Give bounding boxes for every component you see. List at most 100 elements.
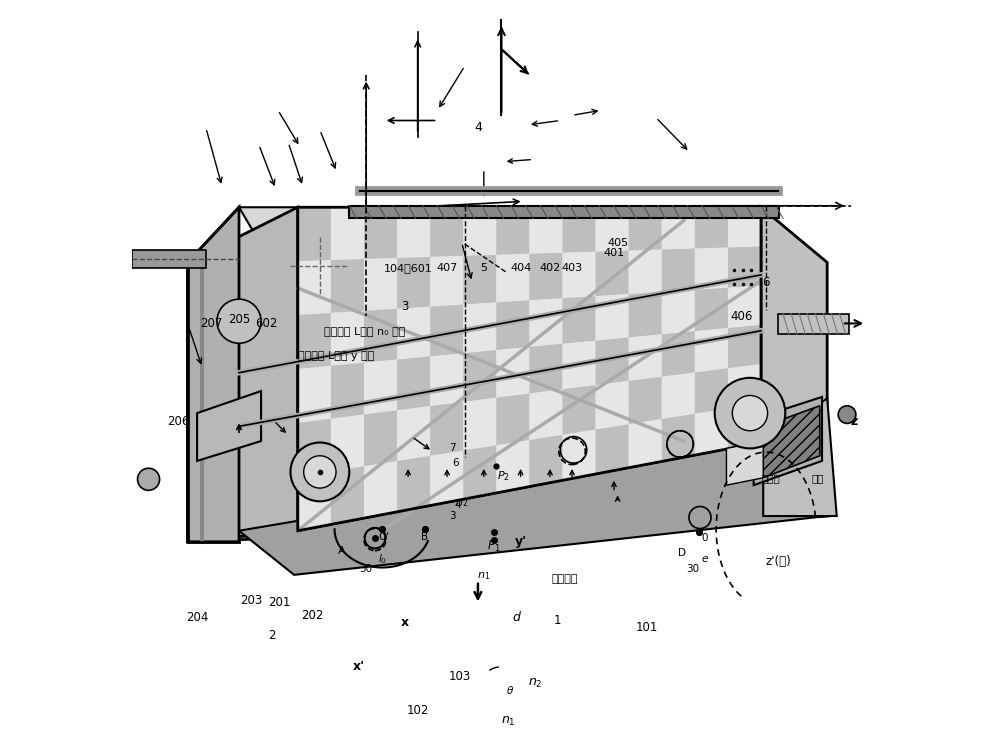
- Text: θ: θ: [507, 686, 513, 696]
- Circle shape: [290, 443, 349, 501]
- Polygon shape: [529, 390, 562, 440]
- Text: 206: 206: [168, 415, 190, 429]
- Text: 接地环: 接地环: [761, 473, 780, 483]
- Polygon shape: [298, 207, 331, 261]
- Text: 402: 402: [539, 263, 561, 272]
- Polygon shape: [728, 325, 761, 368]
- Polygon shape: [754, 397, 822, 485]
- Text: 101: 101: [636, 621, 658, 634]
- Polygon shape: [596, 424, 629, 474]
- Polygon shape: [496, 207, 529, 255]
- Text: 203: 203: [240, 594, 263, 607]
- Text: 0: 0: [701, 533, 708, 543]
- Text: 3: 3: [401, 300, 408, 313]
- Polygon shape: [596, 207, 629, 252]
- Polygon shape: [695, 328, 728, 373]
- Polygon shape: [298, 472, 331, 531]
- Text: $n_2$: $n_2$: [455, 497, 468, 508]
- Polygon shape: [430, 451, 463, 506]
- Polygon shape: [728, 286, 761, 328]
- Polygon shape: [562, 296, 596, 344]
- Polygon shape: [728, 364, 761, 409]
- Polygon shape: [197, 391, 261, 461]
- Text: 4: 4: [454, 500, 461, 510]
- Polygon shape: [349, 206, 779, 218]
- Text: 103: 103: [448, 670, 471, 683]
- Text: d: d: [512, 611, 520, 624]
- Polygon shape: [364, 359, 397, 415]
- Polygon shape: [562, 430, 596, 480]
- Polygon shape: [430, 402, 463, 456]
- Polygon shape: [397, 456, 430, 512]
- Text: $P_2$: $P_2$: [497, 469, 510, 483]
- Polygon shape: [331, 259, 364, 313]
- Polygon shape: [298, 207, 761, 531]
- Polygon shape: [629, 249, 662, 294]
- Polygon shape: [298, 260, 331, 315]
- Polygon shape: [728, 246, 761, 288]
- Text: $l_0$: $l_0$: [378, 552, 387, 565]
- Text: A: A: [338, 546, 346, 556]
- Polygon shape: [562, 341, 596, 390]
- Polygon shape: [496, 300, 529, 350]
- Polygon shape: [496, 347, 529, 398]
- Polygon shape: [463, 398, 496, 451]
- Polygon shape: [529, 435, 562, 486]
- Text: 母线标线: 母线标线: [551, 573, 578, 584]
- Polygon shape: [331, 311, 364, 366]
- Circle shape: [715, 378, 785, 449]
- Polygon shape: [761, 207, 827, 516]
- Polygon shape: [496, 440, 529, 493]
- Polygon shape: [430, 207, 463, 257]
- Polygon shape: [662, 373, 695, 419]
- Text: 602: 602: [255, 317, 277, 330]
- Polygon shape: [397, 257, 430, 308]
- Polygon shape: [239, 443, 827, 575]
- Polygon shape: [364, 461, 397, 518]
- Text: 红光阵列 L，与 y 平行: 红光阵列 L，与 y 平行: [298, 351, 374, 361]
- Polygon shape: [132, 250, 206, 268]
- Polygon shape: [298, 313, 331, 369]
- Polygon shape: [463, 445, 496, 499]
- Polygon shape: [364, 258, 397, 311]
- Text: z: z: [851, 415, 858, 429]
- Polygon shape: [364, 410, 397, 466]
- Polygon shape: [364, 207, 397, 259]
- Text: x: x: [400, 616, 408, 630]
- Polygon shape: [239, 207, 820, 306]
- Text: D: D: [678, 548, 686, 558]
- Polygon shape: [726, 441, 763, 485]
- Text: 30: 30: [686, 564, 699, 574]
- Polygon shape: [364, 308, 397, 362]
- Text: $n_2$: $n_2$: [528, 677, 543, 690]
- Polygon shape: [463, 350, 496, 402]
- Polygon shape: [331, 466, 364, 525]
- Text: B: B: [421, 531, 429, 542]
- Polygon shape: [529, 207, 562, 254]
- Polygon shape: [662, 331, 695, 376]
- Text: 4: 4: [474, 121, 482, 134]
- Text: 7: 7: [449, 444, 456, 453]
- Polygon shape: [430, 256, 463, 307]
- Text: $P_1$: $P_1$: [487, 539, 501, 554]
- Polygon shape: [662, 249, 695, 292]
- Text: 407: 407: [436, 263, 458, 272]
- Polygon shape: [529, 344, 562, 393]
- Polygon shape: [331, 207, 364, 260]
- Polygon shape: [596, 294, 629, 341]
- Text: y': y': [515, 535, 527, 548]
- Text: 2: 2: [268, 629, 276, 641]
- Text: 30: 30: [360, 564, 373, 574]
- Text: 406: 406: [730, 309, 752, 323]
- Text: 3: 3: [449, 511, 456, 521]
- Polygon shape: [695, 247, 728, 290]
- Polygon shape: [430, 305, 463, 356]
- Text: 401: 401: [603, 248, 625, 258]
- Circle shape: [138, 468, 160, 490]
- Polygon shape: [695, 409, 728, 455]
- Text: 1: 1: [554, 614, 561, 627]
- Polygon shape: [695, 288, 728, 331]
- Text: 204: 204: [186, 611, 208, 624]
- Polygon shape: [397, 356, 430, 410]
- Text: x': x': [353, 661, 365, 673]
